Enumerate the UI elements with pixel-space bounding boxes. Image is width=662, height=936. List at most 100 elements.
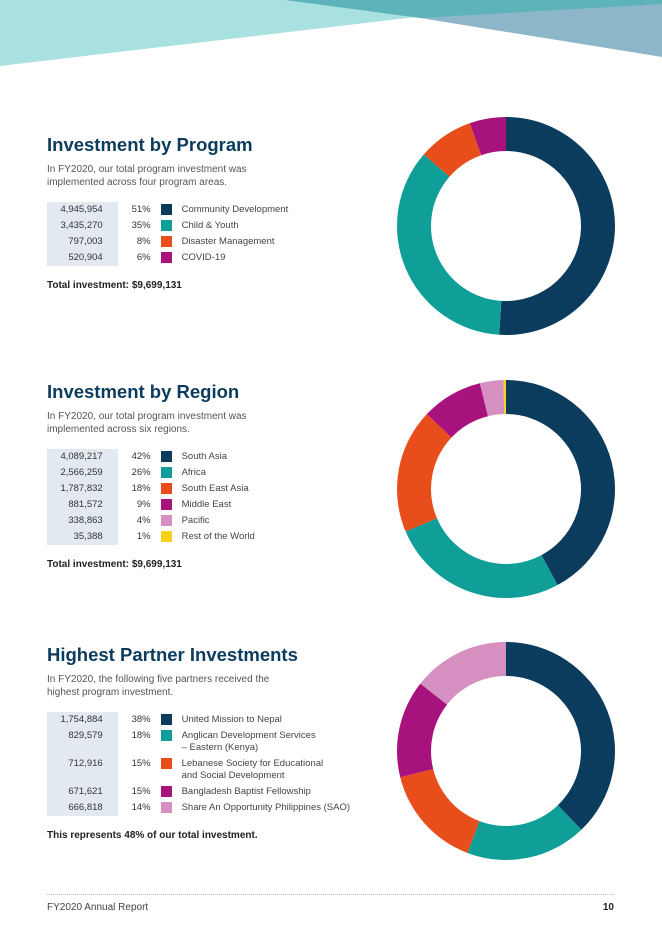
legend-row: 3,435,270 35% Child & Youth	[47, 218, 377, 234]
row-value: 3,435,270	[60, 220, 103, 231]
row-percent: 18%	[131, 730, 151, 741]
donut-slice	[479, 380, 505, 417]
color-swatch	[160, 499, 172, 510]
row-label: Child & Youth	[181, 220, 239, 231]
row-label: South Asia	[181, 451, 227, 462]
row-value: 829,579	[68, 730, 103, 741]
color-swatch	[160, 252, 172, 263]
donut-slice	[506, 380, 615, 586]
row-percent: 9%	[136, 499, 151, 510]
legend-table: 4,089,217 42% South Asia 2,566,259 26% Africa…	[47, 449, 377, 545]
donut-slice	[467, 805, 582, 860]
donut-slice	[499, 117, 615, 335]
partner-donut-chart	[397, 642, 615, 860]
total-text: This represents 48% of our total investm…	[47, 830, 258, 841]
row-percent: 42%	[131, 451, 151, 462]
footer-report-name: FY2020 Annual Report	[47, 902, 149, 913]
total-text: Total investment: $9,699,131	[47, 280, 182, 291]
color-swatch	[160, 220, 172, 231]
total-text: Total investment: $9,699,131	[47, 559, 182, 570]
donut-slice	[420, 642, 506, 705]
row-label: Disaster Management	[181, 236, 275, 247]
donut-slice	[400, 769, 480, 853]
row-label: Pacific	[181, 515, 210, 526]
legend-table: 4,945,954 51% Community Development 3,435,2…	[47, 202, 377, 266]
legend-row: 666,818 14% Share An Opportunity Philippin…	[47, 800, 377, 816]
row-percent: 18%	[131, 483, 151, 494]
legend-row: 35,388 1% Rest of the World	[47, 529, 377, 545]
row-percent: 26%	[131, 467, 151, 478]
color-swatch	[160, 730, 172, 741]
row-value: 671,621	[68, 786, 103, 797]
color-swatch	[160, 786, 172, 797]
legend-row: 338,863 4% Pacific	[47, 513, 377, 529]
row-label: Share An Opportunity Philippines (SAO)	[181, 802, 351, 813]
donut-slice	[506, 642, 615, 830]
legend-row: 671,621 15% Bangladesh Baptist Fellowship	[47, 784, 377, 800]
row-label: Community Development	[181, 204, 289, 215]
row-percent: 15%	[131, 758, 151, 769]
color-swatch	[160, 758, 172, 769]
region-donut-chart	[397, 380, 615, 598]
row-percent: 14%	[131, 802, 151, 813]
donut-slice	[423, 123, 482, 177]
color-swatch	[160, 483, 172, 494]
program-section: Investment by Program In FY2020, our tot…	[47, 134, 377, 291]
donut-slice	[469, 117, 506, 156]
value-column-bg	[47, 202, 118, 266]
row-label: Africa	[181, 467, 206, 478]
section-title: Investment by Program	[47, 134, 253, 155]
row-label: Anglican Development Services – Eastern …	[181, 730, 316, 753]
legend-row: 520,904 6% COVID-19	[47, 250, 377, 266]
row-label: Bangladesh Baptist Fellowship	[181, 786, 311, 797]
donut-slice	[405, 518, 558, 598]
legend-row: 4,089,217 42% South Asia	[47, 449, 377, 465]
donut-slice	[397, 154, 502, 335]
legend-table: 1,754,884 38% United Mission to Nepal 829,5…	[47, 712, 377, 816]
section-description: In FY2020, our total program investment …	[47, 164, 247, 188]
row-value: 35,388	[73, 531, 103, 542]
row-value: 338,863	[68, 515, 103, 526]
row-value: 520,904	[68, 252, 103, 263]
row-value: 712,916	[68, 758, 103, 769]
color-swatch	[160, 451, 172, 462]
color-swatch	[160, 204, 172, 215]
row-label: Lebanese Society for Educational and Soc…	[181, 758, 324, 781]
row-value: 4,089,217	[60, 451, 103, 462]
row-value: 881,572	[68, 499, 103, 510]
section-title: Highest Partner Investments	[47, 644, 298, 665]
row-value: 4,945,954	[60, 204, 103, 215]
row-label: United Mission to Nepal	[181, 714, 282, 725]
donut-slice	[397, 683, 448, 778]
row-label: South East Asia	[181, 483, 249, 494]
row-percent: 38%	[131, 714, 151, 725]
row-value: 797,003	[68, 236, 103, 247]
row-percent: 8%	[136, 236, 151, 247]
row-label: Middle East	[181, 499, 232, 510]
row-label: COVID-19	[181, 252, 226, 263]
legend-row: 797,003 8% Disaster Management	[47, 234, 377, 250]
color-swatch	[160, 531, 172, 542]
row-value: 1,754,884	[60, 714, 103, 725]
value-column-bg	[47, 712, 118, 816]
section-title: Investment by Region	[47, 381, 240, 402]
section-description: In FY2020, our total program investment …	[47, 411, 247, 435]
region-section: Investment by Region In FY2020, our tota…	[47, 381, 377, 570]
legend-row: 1,787,832 18% South East Asia	[47, 481, 377, 497]
donut-slice	[503, 380, 506, 415]
section-description: In FY2020, the following five partners r…	[47, 674, 270, 698]
color-swatch	[160, 515, 172, 526]
row-percent: 35%	[131, 220, 151, 231]
row-percent: 51%	[131, 204, 151, 215]
row-value: 2,566,259	[60, 467, 103, 478]
page-number: 10	[602, 902, 614, 913]
legend-row: 712,916 15% Lebanese Society for Education…	[47, 756, 377, 784]
row-percent: 15%	[131, 786, 151, 797]
header-banner	[0, 0, 662, 66]
donut-slice	[397, 414, 452, 532]
color-swatch	[160, 802, 172, 813]
row-percent: 6%	[136, 252, 151, 263]
legend-row: 829,579 18% Anglican Development Services …	[47, 728, 377, 756]
footer-divider	[47, 894, 614, 895]
color-swatch	[160, 714, 172, 725]
